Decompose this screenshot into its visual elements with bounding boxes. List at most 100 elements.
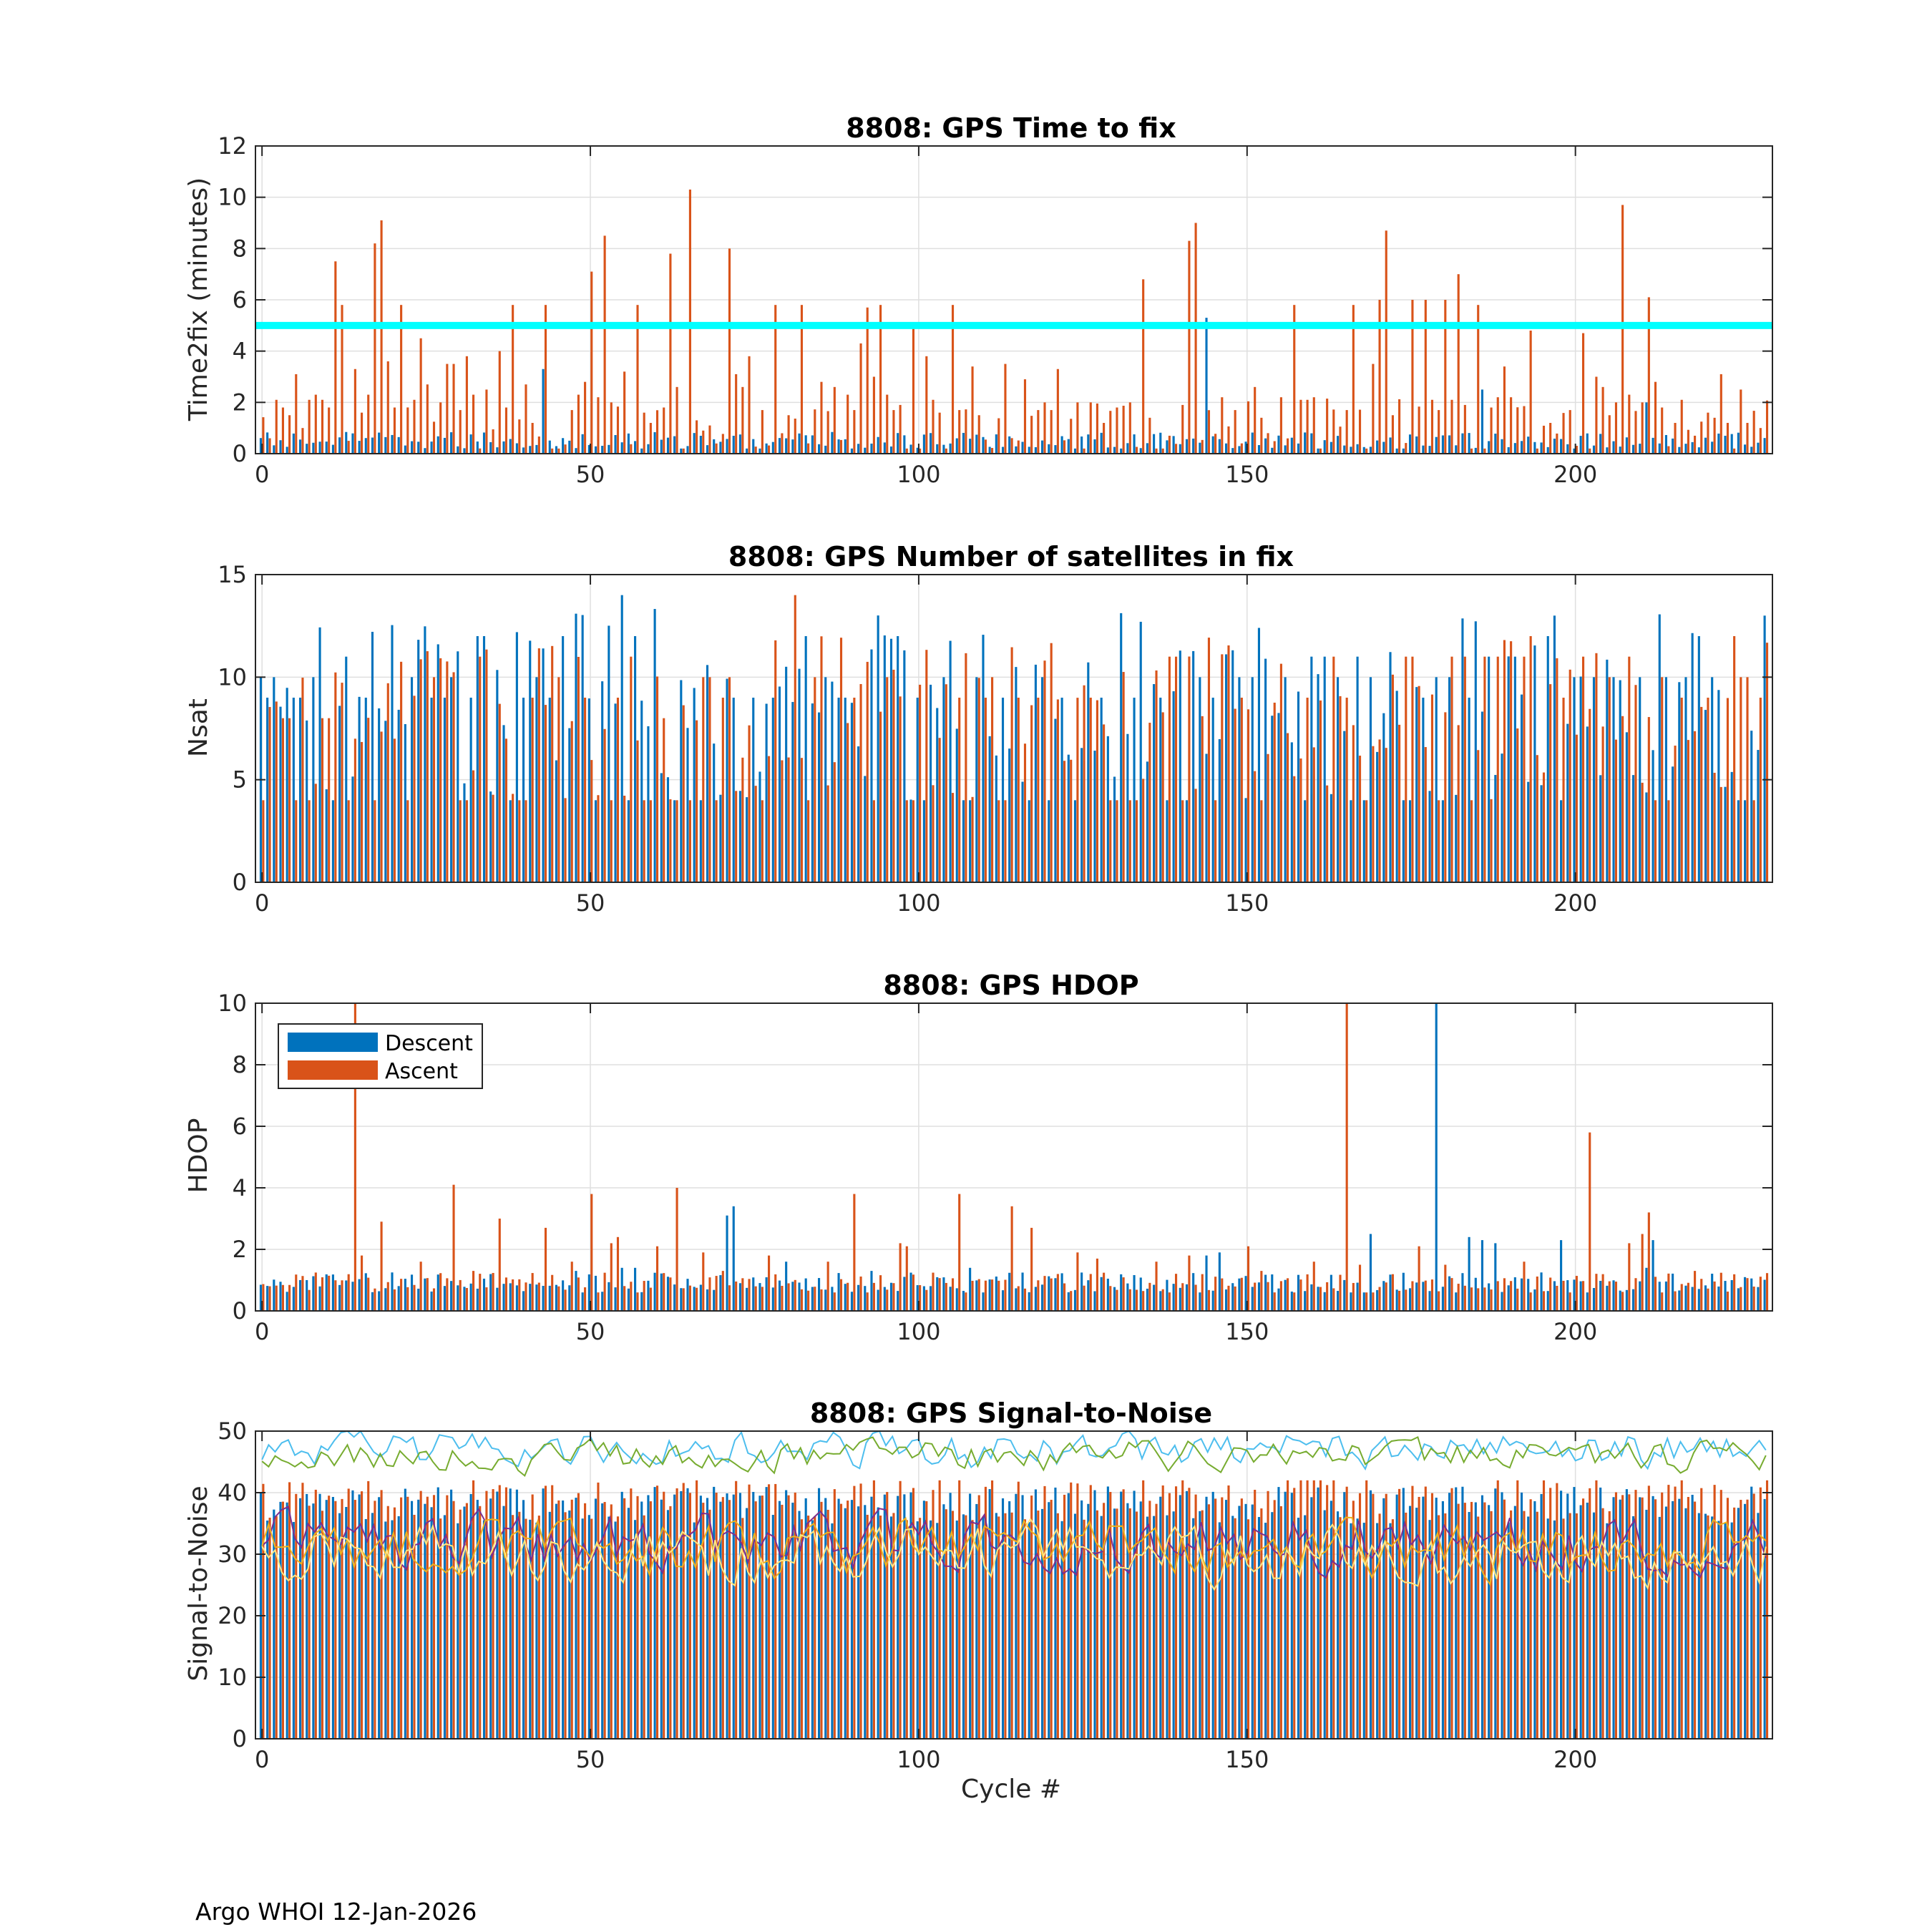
bar-descent-186 [1480, 1240, 1484, 1311]
bar-descent-178 [1428, 1291, 1431, 1311]
bar-descent-73 [738, 1283, 741, 1311]
bar-ascent-128 [1103, 1272, 1106, 1311]
bar-descent-229 [1763, 1498, 1766, 1739]
bar-ascent-133 [1135, 1511, 1138, 1739]
bar-ascent-145 [1214, 1498, 1217, 1739]
bar-descent-65 [686, 1279, 689, 1311]
bar-ascent-54 [616, 698, 620, 882]
bar-descent-44 [548, 440, 551, 454]
bar-ascent-82 [800, 1519, 804, 1739]
bar-ascent-119 [1043, 402, 1046, 454]
bar-ascent-129 [1109, 1286, 1112, 1311]
bar-ascent-35 [492, 1489, 494, 1739]
bar-ascent-162 [1326, 785, 1329, 882]
bar-descent-113 [1001, 698, 1005, 882]
bar-descent-12 [338, 1284, 341, 1311]
bar-ascent-136 [1155, 1503, 1158, 1739]
bar-ascent-64 [682, 1288, 685, 1311]
bar-descent-193 [1527, 1279, 1530, 1311]
bar-descent-51 [594, 1498, 597, 1739]
bar-descent-37 [502, 1506, 505, 1739]
bar-ascent-10 [328, 1496, 331, 1739]
bar-descent-132 [1126, 1283, 1129, 1311]
bar-descent-40 [522, 1500, 525, 1739]
bar-descent-5 [292, 433, 295, 454]
bar-descent-82 [798, 668, 801, 882]
bar-ascent-43 [544, 1227, 547, 1311]
bar-descent-15 [358, 441, 361, 454]
bar-ascent-166 [1352, 1501, 1355, 1739]
bar-ascent-10 [328, 718, 331, 882]
bar-ascent-125 [1083, 448, 1085, 454]
bar-descent-126 [1087, 662, 1090, 882]
bar-ascent-33 [479, 1506, 482, 1739]
bar-descent-111 [988, 1279, 991, 1311]
bar-descent-226 [1744, 444, 1747, 454]
bar-ascent-149 [1240, 1498, 1243, 1739]
bar-ascent-160 [1312, 397, 1315, 454]
bar-ascent-94 [879, 305, 882, 454]
bar-ascent-178 [1430, 694, 1434, 882]
bar-ascent-117 [1030, 1496, 1033, 1739]
bar-ascent-143 [1201, 1510, 1204, 1739]
bar-ascent-190 [1510, 397, 1513, 454]
bar-ascent-164 [1339, 696, 1342, 882]
bar-ascent-7 [308, 1289, 311, 1311]
bar-ascent-146 [1221, 654, 1224, 882]
bar-ascent-71 [728, 248, 731, 454]
bar-descent-93 [870, 443, 873, 454]
bar-descent-100 [916, 1521, 919, 1739]
bar-ascent-101 [925, 1501, 928, 1739]
bar-descent-94 [877, 1289, 879, 1311]
bar-descent-212 [1652, 437, 1654, 454]
bar-ascent-192 [1523, 656, 1526, 882]
bar-descent-77 [765, 1487, 768, 1739]
bar-ascent-145 [1214, 434, 1217, 454]
chart-title: 8808: GPS HDOP [883, 970, 1138, 1001]
bar-descent-17 [371, 437, 374, 454]
bar-descent-225 [1737, 800, 1740, 882]
bar-ascent-37 [504, 1487, 508, 1739]
bar-ascent-138 [1168, 656, 1171, 882]
bar-descent-109 [975, 1280, 978, 1311]
bar-ascent-10 [328, 1275, 331, 1311]
bar-ascent-130 [1116, 800, 1118, 882]
bar-ascent-87 [833, 1489, 836, 1739]
bar-descent-219 [1697, 636, 1700, 882]
bar-ascent-127 [1096, 1258, 1098, 1311]
bar-ascent-140 [1181, 404, 1184, 454]
bar-ascent-140 [1181, 800, 1184, 882]
bar-ascent-103 [938, 1480, 941, 1739]
bar-descent-61 [660, 773, 663, 882]
bar-descent-128 [1100, 1516, 1103, 1739]
bar-descent-77 [765, 443, 768, 454]
bar-ascent-3 [281, 718, 284, 882]
bar-descent-218 [1691, 441, 1694, 454]
bar-ascent-23 [413, 1514, 416, 1739]
bar-descent-99 [909, 444, 912, 454]
bar-ascent-217 [1687, 1497, 1689, 1739]
bar-ascent-210 [1641, 402, 1644, 454]
bar-descent-149 [1238, 446, 1241, 454]
bar-ascent-22 [406, 407, 409, 454]
bar-ascent-225 [1740, 1287, 1742, 1311]
bar-descent-195 [1540, 785, 1543, 882]
bar-ascent-96 [892, 1283, 895, 1311]
bar-ascent-55 [623, 371, 626, 454]
bar-descent-211 [1645, 1509, 1648, 1739]
bar-descent-142 [1192, 1518, 1195, 1739]
bar-ascent-73 [741, 757, 744, 882]
bar-descent-42 [535, 444, 538, 454]
bar-descent-159 [1304, 800, 1307, 882]
bar-ascent-189 [1503, 640, 1506, 882]
bar-descent-219 [1697, 447, 1700, 454]
bar-descent-177 [1422, 445, 1425, 454]
bar-descent-96 [889, 1516, 893, 1739]
y-tick-label: 40 [218, 1479, 247, 1506]
bar-descent-71 [726, 1215, 728, 1311]
bar-descent-65 [686, 728, 689, 882]
bar-descent-130 [1113, 1287, 1116, 1311]
legend[interactable]: Descent Ascent [278, 1023, 483, 1089]
bar-descent-13 [345, 1507, 348, 1739]
bar-descent-150 [1244, 1276, 1247, 1311]
